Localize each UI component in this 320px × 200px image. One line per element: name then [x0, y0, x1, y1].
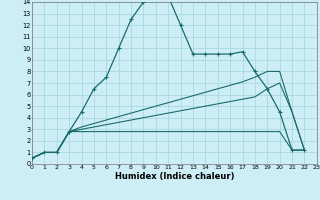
X-axis label: Humidex (Indice chaleur): Humidex (Indice chaleur): [115, 172, 234, 181]
